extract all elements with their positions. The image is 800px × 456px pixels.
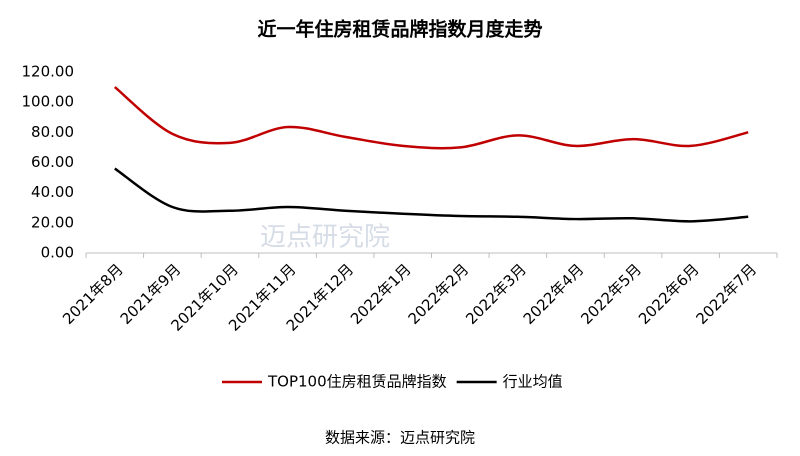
y-tick-label: 40.00 [31, 183, 74, 201]
series-line [114, 167, 749, 223]
y-tick-label: 80.00 [31, 123, 74, 141]
y-tick-label: 100.00 [22, 93, 75, 111]
x-tick-label: 2022年6月 [635, 260, 703, 328]
legend-label: 行业均值 [503, 373, 563, 391]
chart-title: 近一年住房租赁品牌指数月度走势 [257, 18, 542, 41]
source-note: 数据来源：迈点研究院 [325, 429, 475, 447]
x-tick-label: 2021年8月 [59, 260, 127, 328]
series-line [114, 86, 749, 150]
y-tick-label: 120.00 [22, 63, 75, 81]
y-tick-label: 60.00 [31, 153, 74, 171]
y-tick-label: 0.00 [41, 244, 74, 262]
legend-label: TOP100住房租赁品牌指数 [267, 373, 447, 391]
x-tick-label: 2022年7月 [693, 260, 761, 328]
x-tick-label: 2022年4月 [520, 260, 588, 328]
x-tick-label: 2022年3月 [462, 260, 530, 328]
y-tick-label: 20.00 [31, 213, 74, 231]
x-tick-label: 2022年1月 [347, 260, 415, 328]
watermark: 迈点研究院 [260, 223, 390, 253]
x-tick-label: 2022年2月 [405, 260, 473, 328]
x-tick-label: 2022年5月 [577, 260, 645, 328]
